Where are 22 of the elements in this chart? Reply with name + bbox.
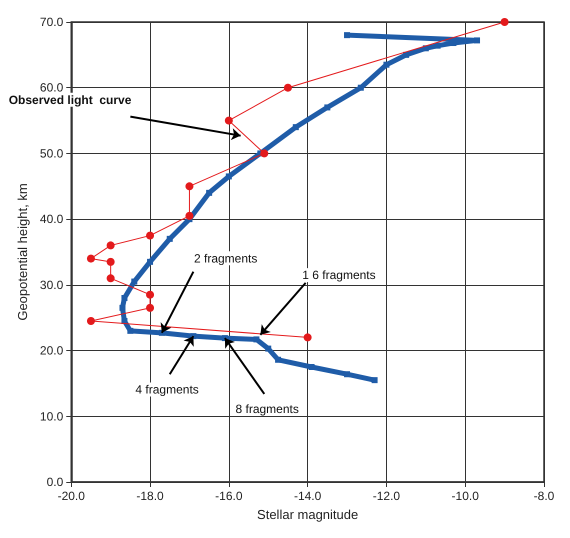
x-tick-label: -14.0 <box>294 489 322 503</box>
x-tick-label: -10.0 <box>452 489 480 503</box>
annotation: 4 fragments <box>135 382 199 396</box>
y-tick-label: 70.0 <box>40 15 64 29</box>
x-tick-label: -8.0 <box>534 489 555 503</box>
y-tick-label: 50.0 <box>40 146 64 160</box>
x-axis-title: Stellar magnitude <box>257 507 358 522</box>
annotation: Observed light curve <box>8 92 132 107</box>
annotation: 1 6 fragments <box>302 268 376 282</box>
y-tick-label: 40.0 <box>40 212 64 226</box>
x-tick-label: -16.0 <box>215 489 243 503</box>
y-axis-title: Geopotential height, km <box>15 183 30 321</box>
y-tick-label: 10.0 <box>40 409 64 424</box>
annotation: 8 fragments <box>235 402 299 416</box>
y-tick-label: 60.0 <box>40 80 64 95</box>
x-tick-label: -12.0 <box>372 489 400 503</box>
y-tick-label: 30.0 <box>40 278 64 292</box>
y-tick-label: 20.0 <box>40 344 64 358</box>
y-tick-label: 0.0 <box>46 475 64 489</box>
x-tick-label: -20.0 <box>58 489 86 503</box>
annotation: 2 fragments <box>194 251 258 266</box>
x-tick-label: -18.0 <box>136 489 164 503</box>
